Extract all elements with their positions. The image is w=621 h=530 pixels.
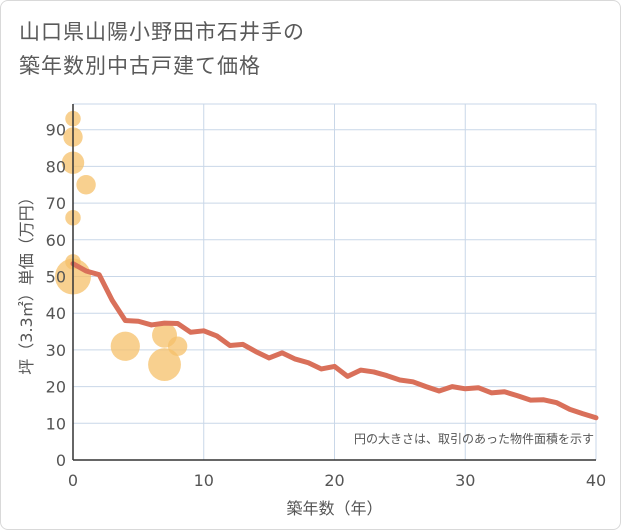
x-axis-title: 築年数（年）: [286, 499, 382, 518]
data-bubble: [76, 175, 96, 195]
y-tick-label: 30: [46, 341, 66, 360]
x-tick-label: 10: [194, 471, 214, 490]
y-tick-label: 90: [46, 121, 66, 140]
chart-title-line2: 築年数別中古戸建て価格: [19, 54, 261, 78]
y-tick-label: 60: [46, 231, 66, 250]
x-tick-label: 0: [68, 471, 78, 490]
x-tick-label: 40: [586, 471, 606, 490]
y-tick-label: 80: [46, 157, 66, 176]
y-tick-label: 20: [46, 378, 66, 397]
y-tick-label: 50: [46, 267, 66, 286]
x-tick-labels: 0 10 20 30 40: [68, 471, 606, 490]
x-tick-label: 20: [324, 471, 344, 490]
y-tick-label: 0: [56, 451, 66, 470]
y-tick-label: 70: [46, 194, 66, 213]
data-bubble: [110, 331, 140, 361]
chart-title-line1: 山口県山陽小野田市石井手の: [19, 20, 305, 44]
y-axis-title: 坪（3.3㎡）単価（万円）: [17, 189, 36, 374]
chart-title: 山口県山陽小野田市石井手の 築年数別中古戸建て価格: [19, 15, 305, 83]
y-tick-labels: 0 10 20 30 40 50 60 70 80 90: [46, 121, 66, 470]
average-price-line: [70, 261, 599, 421]
y-tick-label: 40: [46, 304, 66, 323]
average-line-series: [70, 261, 599, 421]
size-note: 円の大きさは、取引のあった物件面積を示す: [354, 431, 594, 446]
y-tick-label: 10: [46, 414, 66, 433]
x-tick-label: 30: [455, 471, 475, 490]
grid-lines: [73, 103, 597, 460]
axes: [72, 104, 596, 461]
data-bubble: [148, 348, 181, 381]
